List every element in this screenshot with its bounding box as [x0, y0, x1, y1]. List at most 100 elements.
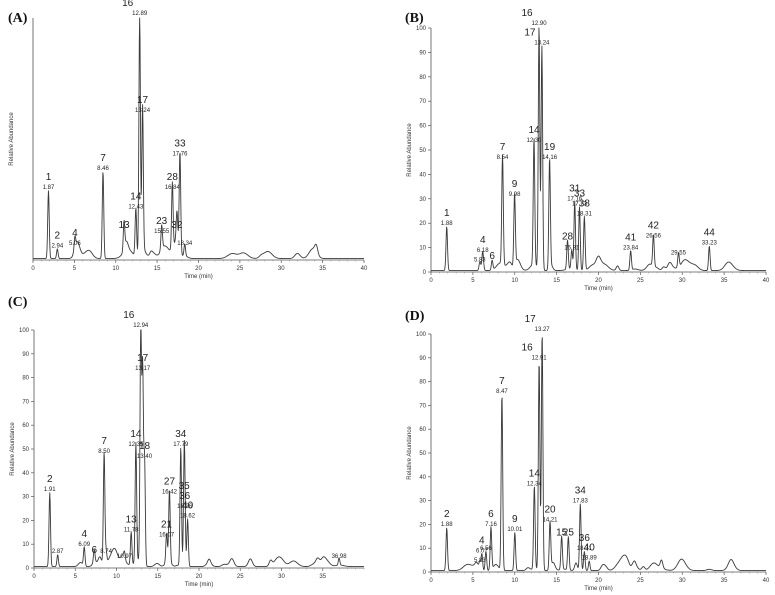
- panel-label: (B): [405, 11, 424, 26]
- x-tick-label: 10: [112, 266, 119, 272]
- peak-number-label: 7: [100, 153, 106, 164]
- peak-rt-label: 18.62: [180, 513, 196, 519]
- peak-rt-label: 29.55: [671, 250, 687, 256]
- peak-rt-label: 10.01: [507, 527, 523, 533]
- y-tick-label: 50: [419, 451, 426, 457]
- x-tick-label: 5: [471, 578, 475, 584]
- chart-panel-2: (B) 0 5 10 15 20 25 30 35 40 0 10 20 30 40 50 60 70 80 90 10…: [405, 8, 770, 292]
- peak-number-label: 44: [704, 228, 716, 239]
- peak-number-label: 17: [137, 95, 149, 106]
- peak-rt-label: 8.50: [98, 449, 110, 455]
- x-tick-label: 0: [32, 574, 36, 580]
- y-tick-label: 70: [419, 403, 426, 409]
- peak-rt-label: 13.24: [135, 108, 151, 114]
- peak-rt-label: 1.88: [441, 221, 453, 227]
- y-tick-label: 60: [419, 124, 426, 130]
- x-tick-label: 10: [511, 578, 518, 584]
- peak-number-label: 4: [480, 235, 486, 246]
- y-axis-title: Relative Abundance: [407, 426, 413, 480]
- y-tick-label: 80: [419, 75, 426, 81]
- peak-number-label: 14: [130, 429, 142, 440]
- peak-rt-label: 17.79: [173, 442, 189, 448]
- peak-number-label: 33: [574, 189, 586, 200]
- peak-number-label: 21: [161, 519, 173, 530]
- x-tick-label: 30: [679, 578, 686, 584]
- y-tick-label: 0: [26, 566, 30, 572]
- peak-rt-label: 17.73: [572, 202, 588, 208]
- peak-number-label: 16: [522, 343, 534, 354]
- peak-rt-label: 10.97: [117, 554, 133, 560]
- x-axis-title: Time (min): [185, 582, 213, 588]
- peak-rt-label: 12.35: [128, 442, 144, 448]
- peak-number-label: 15: [556, 528, 568, 539]
- peak-rt-label: 12.89: [132, 11, 148, 17]
- x-tick-label: 20: [595, 578, 602, 584]
- peak-rt-label: 14.21: [543, 517, 559, 523]
- x-tick-label: 35: [721, 278, 728, 284]
- chart-panel-1: (A) 0 5 10 15 20 25 30 35 40 Time (min) Relative Ab…: [8, 0, 368, 280]
- x-tick-label: 15: [553, 278, 560, 284]
- y-tick-label: 80: [22, 376, 29, 382]
- y-tick-label: 40: [419, 475, 426, 481]
- peak-number-label: 1: [46, 172, 52, 183]
- peak-number-label: 2: [444, 509, 450, 520]
- y-tick-label: 10: [22, 542, 29, 548]
- peak-rt-label: 13.40: [137, 454, 153, 460]
- peak-number-label: 35: [179, 481, 191, 492]
- peak-rt-label: 8.46: [97, 166, 109, 172]
- peak-number-label: 41: [625, 232, 637, 243]
- peak-number-label: 4: [72, 228, 78, 239]
- peak-rt-label: 9.98: [509, 192, 521, 198]
- peak-rt-label: 16.07: [159, 532, 175, 538]
- x-tick-label: 30: [278, 574, 285, 580]
- peak-rt-label: 1.88: [441, 522, 453, 528]
- peak-number-label: 17: [524, 28, 536, 39]
- peak-number-label: 17: [137, 353, 149, 364]
- peak-number-label: 18: [139, 441, 151, 452]
- peak-rt-label: 7.16: [485, 522, 497, 528]
- peak-rt-label: 23.84: [623, 245, 639, 251]
- peak-number-label: 6: [489, 251, 495, 262]
- peak-rt-label: 11.78: [124, 528, 139, 534]
- peak-rt-label: 26.56: [646, 233, 662, 239]
- peak-rt-label: 6.18: [477, 248, 489, 254]
- peak-rt-label: 6.07: [476, 548, 488, 554]
- panel-label: (C): [8, 295, 28, 310]
- peak-rt-label: 8.74: [100, 549, 112, 555]
- peak-rt-label: 5.06: [69, 241, 81, 247]
- peak-rt-label: 12.30: [527, 138, 543, 144]
- y-tick-label: 0: [423, 570, 427, 576]
- chromatogram-trace: [32, 17, 365, 259]
- peak-rt-label: 12.34: [527, 482, 543, 488]
- y-tick-label: 30: [419, 499, 426, 505]
- peak-rt-label: 16.81: [564, 245, 580, 251]
- x-axis-title: Time (min): [584, 286, 612, 292]
- peak-rt-label: 8.54: [497, 155, 509, 161]
- y-tick-label: 70: [419, 99, 426, 105]
- peak-number-label: 20: [544, 504, 556, 515]
- peak-rt-label: 1.87: [43, 185, 55, 191]
- y-axis-title: Relative Abundance: [9, 112, 15, 166]
- y-tick-label: 90: [22, 352, 29, 358]
- peak-number-label: 40: [182, 500, 194, 511]
- peak-rt-label: 6.09: [78, 542, 90, 548]
- peak-rt-label: 36.98: [332, 554, 348, 560]
- x-tick-label: 0: [31, 266, 35, 272]
- peak-number-label: 42: [648, 220, 660, 231]
- peak-number-label: 16: [521, 8, 533, 19]
- peak-rt-label: 6.56: [480, 546, 492, 552]
- x-tick-label: 35: [319, 574, 326, 580]
- axis-lines: [32, 18, 364, 261]
- x-tick-label: 40: [361, 266, 368, 272]
- peak-number-label: 16: [123, 310, 135, 321]
- peak-number-label: 6: [91, 545, 97, 556]
- x-tick-label: 25: [637, 278, 644, 284]
- peak-rt-label: 18.31: [577, 211, 593, 217]
- y-tick-label: 90: [419, 50, 426, 56]
- peak-number-label: 25: [563, 528, 575, 539]
- y-tick-label: 60: [419, 427, 426, 433]
- peak-rt-label: 2.87: [52, 549, 64, 555]
- peak-number-label: 14: [529, 469, 541, 480]
- x-tick-label: 15: [154, 574, 161, 580]
- peak-rt-label: 18.31: [577, 546, 593, 552]
